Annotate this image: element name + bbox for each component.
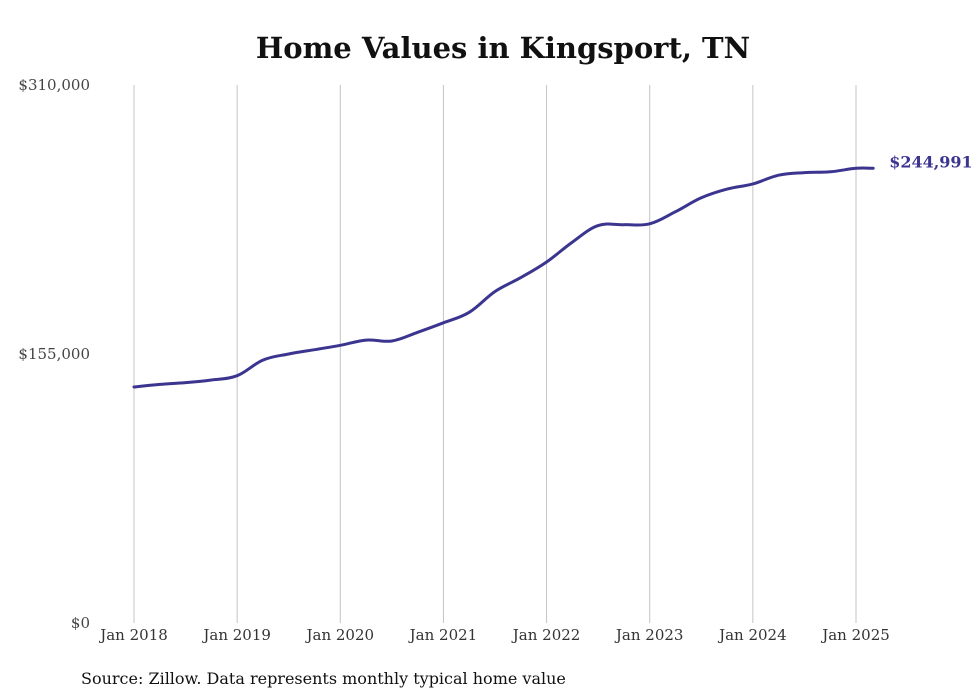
y-tick-label: $0: [71, 614, 90, 632]
x-tick-label: Jan 2025: [820, 626, 890, 644]
series-line: [132, 166, 875, 389]
grid-lines: [133, 85, 857, 623]
chart-title: Home Values in Kingsport, TN: [256, 31, 750, 65]
x-tick-label: Jan 2023: [614, 626, 684, 644]
end-value-label: $244,991: [889, 152, 973, 171]
x-tick-label: Jan 2022: [511, 626, 581, 644]
x-axis-ticks: Jan 2018 Jan 2019 Jan 2020 Jan 2021 Jan 2022…: [98, 626, 890, 644]
x-tick-label: Jan 2024: [717, 626, 787, 644]
x-tick-label: Jan 2020: [305, 626, 375, 644]
x-tick-label: Jan 2021: [408, 626, 478, 644]
y-axis-ticks: $310,000 $155,000 $0: [18, 76, 90, 632]
y-tick-label: $155,000: [18, 345, 90, 363]
y-tick-label: $310,000: [18, 76, 90, 94]
x-tick-label: Jan 2018: [98, 626, 168, 644]
x-tick-label: Jan 2019: [201, 626, 271, 644]
source-note: Source: Zillow. Data represents monthly …: [81, 669, 566, 688]
